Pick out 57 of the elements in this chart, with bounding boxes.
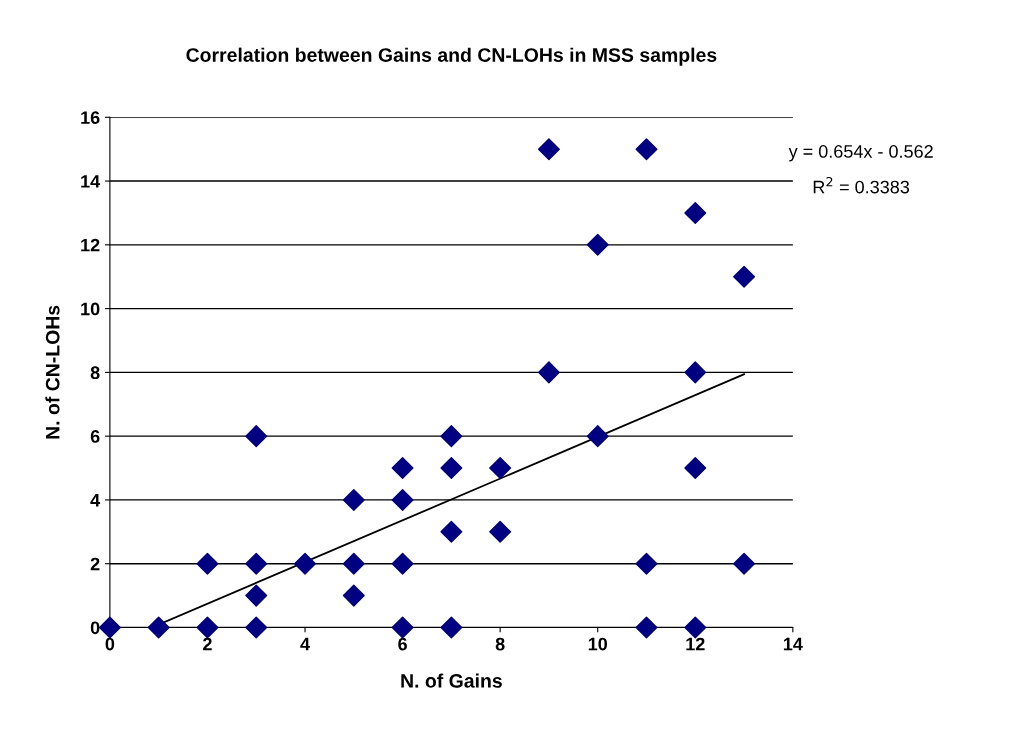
x-axis-title: N. of Gains [401, 673, 502, 688]
x-tick-label: 10 [588, 637, 608, 651]
x-tick-label: 6 [398, 637, 407, 651]
point [586, 233, 609, 256]
x-tick-label: 4 [300, 637, 310, 651]
point [635, 138, 658, 161]
point [440, 457, 463, 480]
point [245, 584, 268, 607]
point [489, 457, 512, 480]
x-tick-label: 0 [105, 637, 115, 651]
x-tick-label: 2 [203, 637, 212, 651]
text: R$^{2}$ = 0.3383 [813, 176, 910, 194]
point [391, 552, 414, 575]
point [684, 361, 707, 384]
point [537, 138, 560, 161]
y-tick-label: 14 [81, 175, 101, 188]
chart-title: Correlation between Gains and CN-LOHs in MSS samples [186, 47, 717, 66]
y-tick-label: 10 [81, 302, 100, 316]
point [245, 552, 268, 575]
point [586, 425, 609, 448]
x-tick-label: 8 [495, 637, 505, 651]
point [245, 425, 268, 448]
point [684, 201, 707, 224]
x-tick-label: 12 [686, 637, 705, 651]
point [342, 584, 365, 607]
point [635, 552, 658, 575]
y-tick-label: 0 [90, 621, 100, 635]
y-axis-title: N. of CN-LOHs [45, 305, 60, 439]
y-tick-label: 16 [81, 111, 100, 124]
point [98, 616, 121, 639]
y-tick-label: 12 [81, 238, 100, 252]
point [440, 425, 463, 448]
point [733, 265, 756, 288]
point [342, 488, 365, 511]
point [489, 520, 512, 543]
x-tick-label: 14 [783, 637, 803, 651]
annotation: y = 0.654x - 0.562 [788, 145, 933, 162]
y-tick-label: 4 [90, 494, 101, 507]
point [391, 457, 414, 480]
point [537, 361, 560, 384]
point [245, 616, 268, 639]
point [294, 552, 317, 575]
point [147, 616, 170, 639]
point [635, 616, 658, 639]
point [440, 616, 463, 639]
point [440, 520, 463, 543]
point [196, 616, 219, 639]
point [342, 552, 365, 575]
y-tick-label: 8 [90, 366, 100, 380]
y-tick-label: 2 [90, 557, 100, 571]
point [196, 552, 219, 575]
point [684, 616, 707, 639]
point [733, 552, 756, 575]
point [684, 457, 707, 480]
y-tick-label: 6 [90, 430, 100, 443]
point [391, 616, 414, 639]
point [391, 488, 414, 511]
